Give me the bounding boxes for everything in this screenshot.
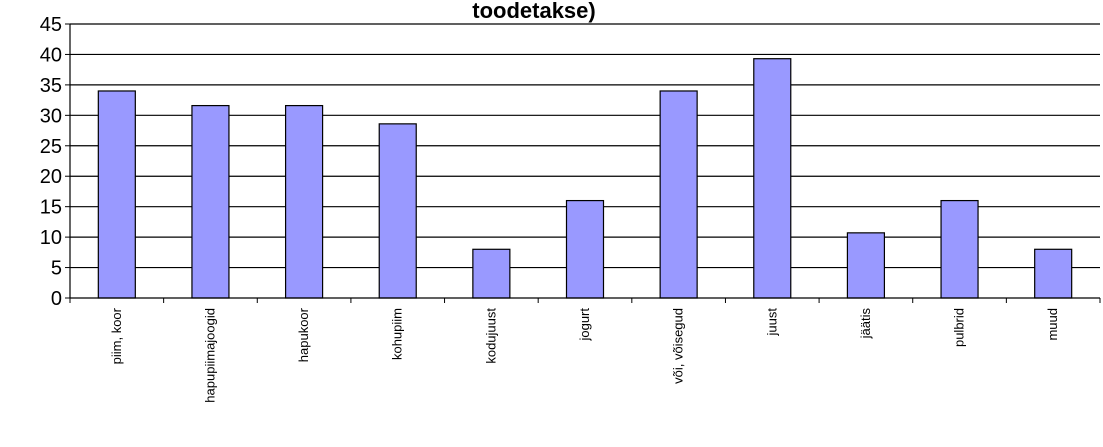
x-tick-label: piim, koor [109,307,124,364]
x-tick-label: hapupiimajoogid [202,308,217,403]
y-tick-label: 0 [51,288,62,310]
y-tick-label: 15 [40,197,62,219]
bar [1034,248,1073,299]
y-axis-ticks: 0 5 10 15 20 25 30 35 40 45 [40,14,70,310]
y-tick-label: 20 [40,166,62,188]
bar [97,90,136,299]
bar [191,104,230,299]
x-tick-label: pulbrid [952,308,967,347]
bar [940,199,979,299]
bar [659,90,698,299]
axes [69,24,1100,299]
y-tick-label: 30 [40,105,62,127]
bar [565,199,605,299]
x-axis-ticks: piim, koor hapupiimajoogid hapukoor kohupii… [69,298,1101,403]
y-tick-label: 5 [51,258,62,280]
y-tick-label: 10 [40,227,62,249]
gridlines [70,23,1100,269]
x-tick-label: kohupiim [390,308,405,360]
bar [753,58,792,299]
y-tick-label: 40 [40,44,62,66]
y-tick-label: 25 [40,136,62,158]
bar [846,232,886,299]
bar [284,104,324,299]
bars [97,58,1073,299]
x-tick-label: jogurt [577,308,592,342]
x-tick-label: hapukoor [296,307,311,362]
x-tick-label: või, võisegud [671,308,686,384]
chart-title: toodetakse) [472,0,595,23]
x-tick-label: muud [1045,308,1060,341]
y-tick-label: 35 [40,75,62,97]
bar [472,248,511,299]
x-tick-label: juust [764,308,779,337]
x-tick-label: kodujuust [483,308,498,364]
x-tick-label: jäätis [858,308,873,340]
bar [378,123,417,299]
y-tick-label: 45 [40,14,62,36]
